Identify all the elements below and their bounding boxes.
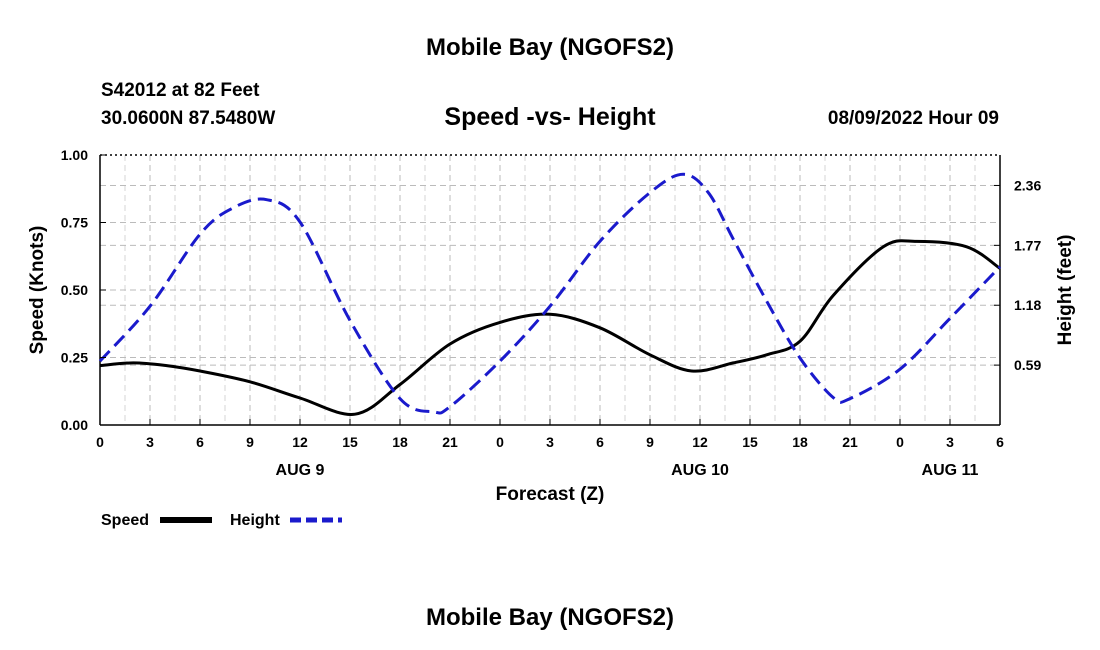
x-tick-label: 3: [146, 434, 154, 450]
x-tick-label: 0: [496, 434, 504, 450]
series-lines: [98, 172, 1002, 416]
forecast-date-label: 08/09/2022 Hour 09: [828, 108, 999, 129]
legend-height-label: Height: [230, 512, 280, 529]
legend-speed-label: Speed: [101, 512, 149, 529]
y-tick-label: 0.25: [61, 350, 88, 366]
x-tick-label: 3: [546, 434, 554, 450]
x-tick-label: 21: [842, 434, 858, 450]
x-tick-label: 6: [996, 434, 1004, 450]
day-label: AUG 10: [671, 462, 729, 479]
legend: Speed Height: [101, 512, 342, 529]
bottom-title: Mobile Bay (NGOFS2): [426, 604, 674, 631]
x-tick-label: 0: [896, 434, 904, 450]
y2-tick-label: 0.59: [1014, 357, 1041, 373]
x-tick-label: 12: [292, 434, 308, 450]
x-tick-label: 9: [646, 434, 654, 450]
series-line-height: [98, 172, 1002, 415]
x-tick-label: 15: [742, 434, 758, 450]
series-line-speed: [99, 239, 1001, 416]
y-tick-label: 0.00: [61, 417, 88, 433]
day-label: AUG 11: [922, 462, 979, 479]
x-tick-label: 6: [596, 434, 604, 450]
top-title: Mobile Bay (NGOFS2): [426, 34, 674, 61]
y2-axis-label: Height (feet): [1055, 235, 1076, 346]
x-tick-label: 3: [946, 434, 954, 450]
y-tick-label: 0.50: [61, 282, 88, 298]
x-tick-label: 0: [96, 434, 104, 450]
y-tick-label: 1.00: [61, 147, 88, 163]
x-tick-label: 6: [196, 434, 204, 450]
y-axis-label: Speed (Knots): [27, 226, 48, 355]
coordinates-label: 30.0600N 87.5480W: [101, 108, 275, 129]
x-tick-label: 12: [692, 434, 708, 450]
x-tick-label: 21: [442, 434, 458, 450]
x-tick-label: 18: [392, 434, 408, 450]
y2-tick-label: 1.77: [1014, 237, 1041, 253]
grid-lines: [100, 155, 1000, 425]
day-label: AUG 9: [276, 462, 325, 479]
x-tick-label: 15: [342, 434, 358, 450]
y2-tick-label: 2.36: [1014, 177, 1041, 193]
x-axis-label: Forecast (Z): [496, 484, 605, 505]
axis-ticks: [99, 154, 1001, 426]
station-label: S42012 at 82 Feet: [101, 80, 260, 101]
y2-tick-label: 1.18: [1014, 297, 1041, 313]
tick-labels: 0 3 6 9 12 15 18 21 0 3 6 9 12 15 18 21 0 3 6 0.00 0.25 0.50 0…: [61, 147, 1042, 479]
x-tick-label: 9: [246, 434, 254, 450]
chart-title: Speed -vs- Height: [444, 103, 656, 131]
y-tick-label: 0.75: [61, 215, 88, 231]
x-tick-label: 18: [792, 434, 808, 450]
